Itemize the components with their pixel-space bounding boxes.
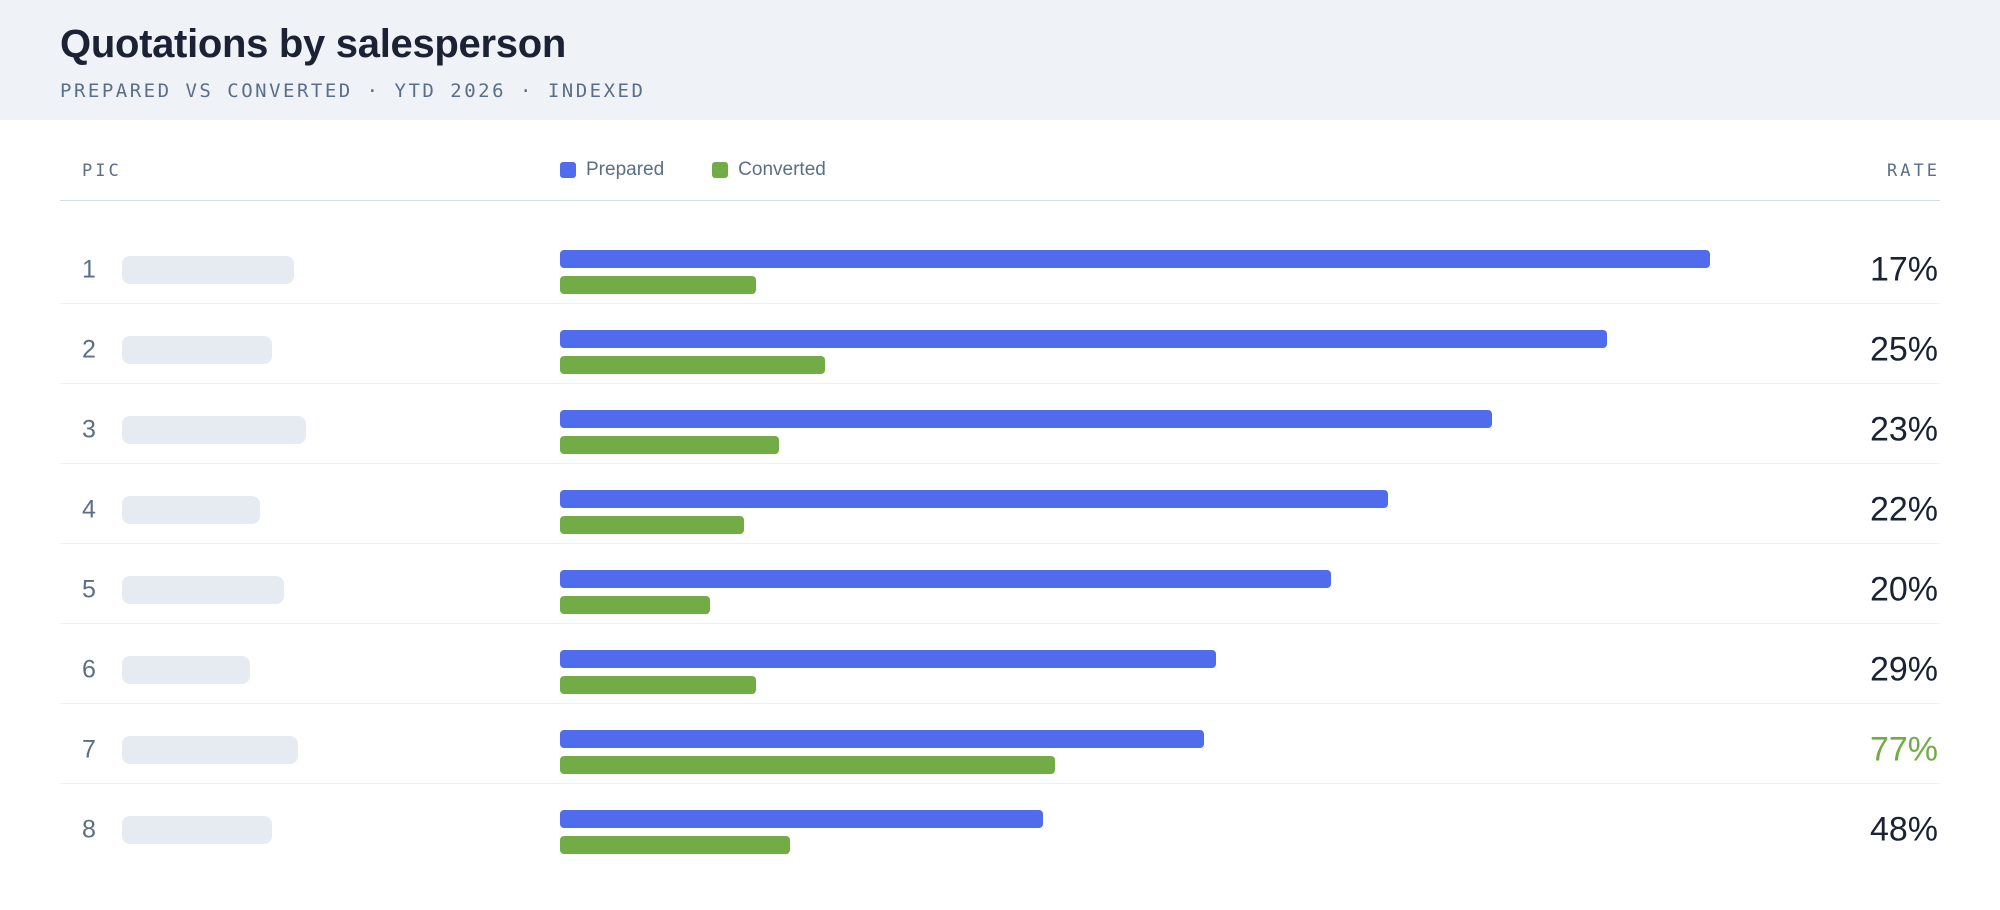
bar-prepared-2 xyxy=(560,330,1607,348)
bar-converted-6 xyxy=(560,676,756,694)
bar-prepared-7 xyxy=(560,730,1204,748)
rank-label-1: 1 xyxy=(82,255,96,284)
legend-label-converted: Converted xyxy=(738,159,826,180)
rate-value-8: 48% xyxy=(1869,810,1938,849)
header: Quotations by salesperson PREPARED VS CO… xyxy=(0,0,2000,120)
row-divider xyxy=(60,703,1940,704)
rank-label-4: 4 xyxy=(82,495,96,524)
rate-value-2: 25% xyxy=(1869,330,1938,369)
rate-value-4: 22% xyxy=(1869,490,1938,529)
name-placeholder-2 xyxy=(122,336,272,364)
rank-label-5: 5 xyxy=(82,575,96,604)
bar-prepared-8 xyxy=(560,810,1043,828)
legend-item-prepared: Prepared xyxy=(560,159,664,181)
legend-label-prepared: Prepared xyxy=(586,159,665,180)
legend-swatch-converted xyxy=(712,162,729,178)
row-divider xyxy=(60,543,1940,544)
bar-prepared-4 xyxy=(560,490,1388,508)
rank-label-6: 6 xyxy=(82,655,96,684)
bar-prepared-6 xyxy=(560,650,1216,668)
name-placeholder-7 xyxy=(122,736,298,764)
rank-label-3: 3 xyxy=(82,415,96,444)
bar-converted-5 xyxy=(560,596,710,614)
name-placeholder-3 xyxy=(122,416,306,444)
bar-converted-1 xyxy=(560,276,756,294)
bar-converted-2 xyxy=(560,356,825,374)
bar-prepared-5 xyxy=(560,570,1331,588)
bar-converted-7 xyxy=(560,756,1055,774)
page-subtitle: PREPARED VS CONVERTED · YTD 2026 · INDEX… xyxy=(60,80,646,102)
rank-label-8: 8 xyxy=(82,815,96,844)
header-divider xyxy=(60,200,1940,201)
bar-prepared-1 xyxy=(560,250,1710,268)
rate-value-5: 20% xyxy=(1869,570,1938,609)
rank-label-2: 2 xyxy=(82,335,96,364)
rate-value-3: 23% xyxy=(1869,410,1938,449)
bar-prepared-3 xyxy=(560,410,1492,428)
bar-converted-3 xyxy=(560,436,779,454)
row-divider xyxy=(60,303,1940,304)
pic-column-header: PIC xyxy=(82,161,122,181)
name-placeholder-5 xyxy=(122,576,284,604)
page-title: Quotations by salesperson xyxy=(60,22,566,66)
chart-legend: Prepared Converted xyxy=(560,159,874,181)
row-divider xyxy=(60,383,1940,384)
rank-label-7: 7 xyxy=(82,735,96,764)
bar-converted-4 xyxy=(560,516,744,534)
row-divider xyxy=(60,463,1940,464)
name-placeholder-6 xyxy=(122,656,250,684)
row-divider xyxy=(60,623,1940,624)
rate-value-6: 29% xyxy=(1869,650,1938,689)
rate-value-7: 77% xyxy=(1869,730,1938,769)
name-placeholder-1 xyxy=(122,256,294,284)
name-placeholder-4 xyxy=(122,496,260,524)
legend-swatch-prepared xyxy=(560,162,576,178)
bar-converted-8 xyxy=(560,836,790,854)
row-divider xyxy=(60,783,1940,784)
rate-column-header: RATE xyxy=(1887,161,1940,181)
legend-item-converted: Converted xyxy=(712,159,826,181)
name-placeholder-8 xyxy=(122,816,272,844)
rate-value-1: 17% xyxy=(1869,250,1938,289)
